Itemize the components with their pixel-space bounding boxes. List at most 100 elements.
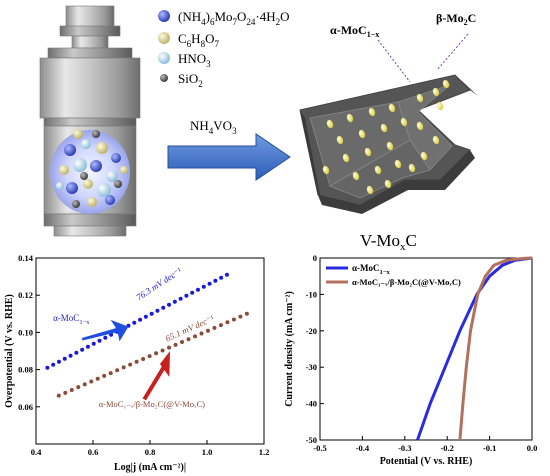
composite-data-point xyxy=(121,365,126,370)
carbide-nanoparticle xyxy=(420,151,428,161)
carbide-nanoparticle xyxy=(358,129,366,139)
composite-data-point xyxy=(102,373,107,378)
carbide-nanoparticles xyxy=(322,79,450,195)
reagent-legend: (NH4)6Mo7O24·4H2O C6H8O7 HNO3 SiO2 xyxy=(158,9,290,89)
x-tick-label: -0.4 xyxy=(356,443,370,453)
precursor-particle xyxy=(56,182,64,190)
composite-data-point xyxy=(231,317,236,322)
alpha-data-point xyxy=(207,281,212,286)
y-tick-label: 0 xyxy=(313,253,317,263)
y-tick-label: 0.14 xyxy=(18,253,34,263)
alpha-pointer-arrow xyxy=(81,319,129,342)
precursor-particle xyxy=(66,182,78,194)
alpha-data-point xyxy=(184,293,189,298)
alpha-data-point xyxy=(224,272,229,277)
precursor-particle xyxy=(120,166,128,174)
x-tick-label: 0.4 xyxy=(31,447,42,457)
alpha-data-point xyxy=(172,299,177,304)
composite-data-point xyxy=(95,376,100,381)
alpha-data-point xyxy=(80,347,85,352)
precursor-particle xyxy=(72,200,80,208)
precursor-particle xyxy=(81,139,91,149)
carbide-nanoparticle xyxy=(432,87,440,97)
product-structure xyxy=(299,74,478,214)
composite-data-point xyxy=(244,311,249,316)
x-tick-label: -0.2 xyxy=(440,443,453,453)
composite-series-annotation: α-MoC₁₋ₓ/β-Mo₂C(@V-MoₓC) xyxy=(99,399,205,409)
y-tick-label: -40 xyxy=(306,399,317,409)
y-tick-label: 0.06 xyxy=(18,402,33,412)
reagent-label: C6H8O7 xyxy=(178,31,219,49)
y-tick-label: -10 xyxy=(306,289,317,299)
alpha-data-point xyxy=(132,320,137,325)
carbide-nanoparticle xyxy=(352,171,360,181)
alpha-data-point xyxy=(190,290,195,295)
precursor-particle xyxy=(83,179,93,189)
carbide-nanoparticle xyxy=(342,153,350,163)
plot-frame xyxy=(319,257,533,441)
beta-phase-label: β-Mo2C xyxy=(436,11,476,27)
composite-data-point xyxy=(89,379,94,384)
precursor-particle xyxy=(64,144,76,156)
carbide-nanoparticle xyxy=(416,121,424,131)
alpha-data-point xyxy=(62,356,67,361)
alpha-data-point xyxy=(219,275,224,280)
alpha-data-point xyxy=(138,317,143,322)
reagent-label: HNO3 xyxy=(178,51,211,69)
reagent-label: SiO2 xyxy=(178,71,203,89)
alpha-data-point xyxy=(201,284,206,289)
carbide-nanoparticle xyxy=(394,159,402,169)
alpha-slope-label: 76.3 mV dec⁻¹ xyxy=(134,266,183,303)
composite-data-point xyxy=(225,320,230,325)
x-tick-label: 1.2 xyxy=(259,447,270,457)
x-tick-label: -0.3 xyxy=(398,443,411,453)
tafel-plot: 0.4 0.6 0.8 1.0 1.2 0.06 0.08 0.10 0.12 0.14 Log|j… xyxy=(4,253,269,473)
precursor-particle xyxy=(80,172,88,180)
alpha-data-point xyxy=(91,341,96,346)
alpha-pointer-line xyxy=(377,39,411,83)
alpha-data-point xyxy=(143,314,148,319)
carbide-nanoparticle xyxy=(336,135,344,145)
alpha-data-point xyxy=(103,335,108,340)
carbide-nanoparticle xyxy=(322,165,330,175)
composite-curve xyxy=(458,256,533,441)
x-tick-label: 0.0 xyxy=(527,443,538,453)
carbide-nanoparticle xyxy=(416,93,424,103)
composite-data-point xyxy=(160,348,165,353)
composite-data-point xyxy=(82,382,87,387)
composite-data-point xyxy=(218,323,223,328)
carbide-nanoparticle xyxy=(326,119,334,129)
composite-data-point xyxy=(205,328,210,333)
alpha-data-point xyxy=(213,278,218,283)
carbide-nanoparticle xyxy=(364,147,372,157)
precursor-particle xyxy=(59,165,69,175)
reagent-label: (NH4)6Mo7O24·4H2O xyxy=(178,9,290,27)
precursor-particle xyxy=(73,158,87,172)
alpha-data-point xyxy=(68,353,73,358)
composite-data-point xyxy=(69,387,74,392)
x-tick-label: 1.0 xyxy=(202,447,213,457)
x-tick-label: 0.8 xyxy=(145,447,156,457)
composite-data-point xyxy=(63,390,68,395)
precursor-particle xyxy=(96,142,108,154)
precursor-particle xyxy=(106,170,118,182)
composite-data-point xyxy=(199,331,204,336)
composite-data-point xyxy=(134,359,139,364)
product-label: V-MoxC xyxy=(360,231,417,253)
composite-data-point xyxy=(173,342,178,347)
reagent-marker xyxy=(160,74,168,82)
composite-data-point xyxy=(193,334,198,339)
carbide-nanoparticle xyxy=(432,135,440,145)
precursor-particle xyxy=(97,183,111,197)
beta-pointer-line xyxy=(436,33,469,71)
carbide-nanoparticle xyxy=(346,113,354,123)
composite-data-point xyxy=(76,385,81,390)
autoclave-reactor xyxy=(39,5,141,237)
composite-data-point xyxy=(238,314,243,319)
precursor-particle xyxy=(90,160,102,172)
carbide-nanoparticle xyxy=(408,163,416,173)
composite-pointer-shaft xyxy=(142,362,168,401)
alpha-data-point xyxy=(74,350,79,355)
legend-label-composite: α-MoC₁₋ₓ/β-Mo₂C(@V-MoₓC) xyxy=(352,277,461,287)
precursor-particle xyxy=(105,195,115,205)
